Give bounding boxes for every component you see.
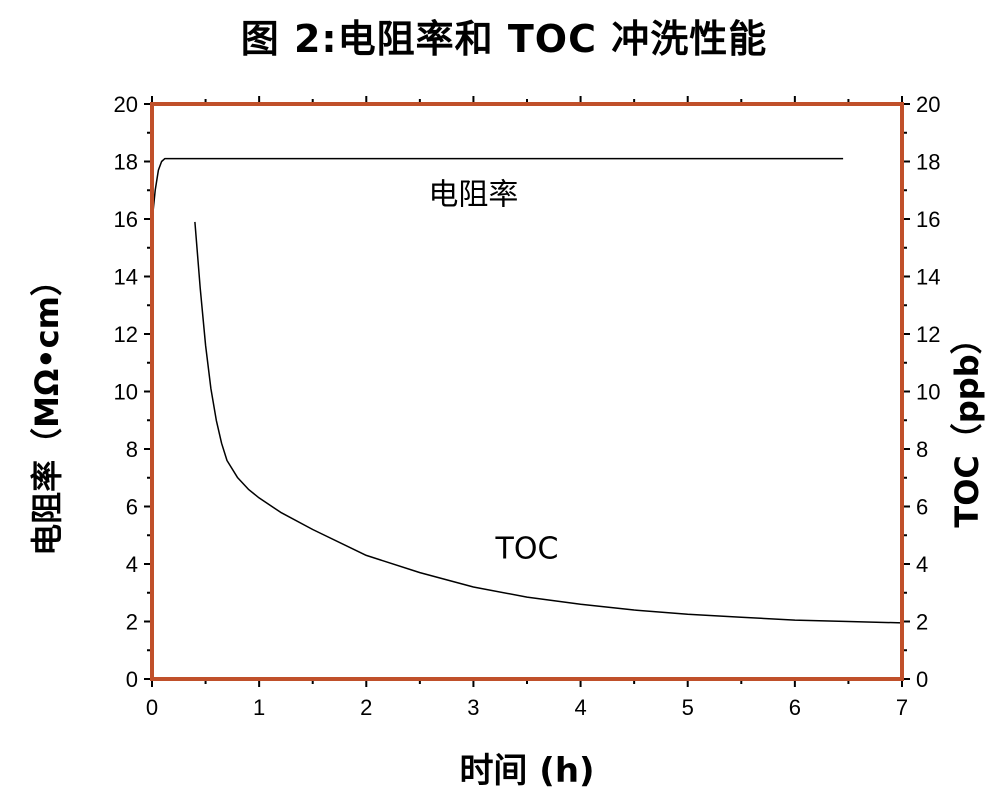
y-right-tick-label: 6 xyxy=(916,495,928,520)
y-left-tick-label: 18 xyxy=(114,150,138,175)
y-right-tick-label: 18 xyxy=(916,150,940,175)
y-left-tick-label: 6 xyxy=(126,495,138,520)
y-left-tick-label: 16 xyxy=(114,207,138,232)
x-tick-label: 0 xyxy=(146,695,158,720)
series-line-0 xyxy=(151,157,844,222)
y-right-tick-label: 12 xyxy=(916,322,940,347)
x-tick-label: 3 xyxy=(467,695,479,720)
y-left-tick-label: 0 xyxy=(126,667,138,692)
x-tick-label: 2 xyxy=(360,695,372,720)
x-tick-label: 1 xyxy=(253,695,265,720)
y-axis-left-title: 电阻率（MΩ•cm） xyxy=(28,264,66,556)
y-right-tick-label: 8 xyxy=(916,437,928,462)
series-layer xyxy=(151,157,903,624)
y-right-tick-label: 14 xyxy=(916,265,940,290)
y-left-tick-label: 14 xyxy=(114,265,138,290)
plot-frame xyxy=(150,102,904,681)
y-left-tick-label: 10 xyxy=(114,380,138,405)
annotation-layer: 电阻率 TOC xyxy=(428,178,558,567)
y-right-tick-label: 0 xyxy=(916,667,928,692)
x-tick-label: 5 xyxy=(682,695,694,720)
x-tick-label: 7 xyxy=(896,695,908,720)
y-right-tick-label: 2 xyxy=(916,610,928,635)
y-right-tick-label: 10 xyxy=(916,380,940,405)
chart-title: 图 2:电阻率和 TOC 冲洗性能 xyxy=(240,17,768,61)
y-axis-right-title: TOC（ppb） xyxy=(948,322,986,527)
x-tick-label: 6 xyxy=(789,695,801,720)
series-line-1 xyxy=(194,221,903,624)
y-left-tick-label: 12 xyxy=(114,322,138,347)
x-axis-title: 时间 (h) xyxy=(459,751,594,791)
ticks-layer xyxy=(144,96,910,687)
y-right-tick-label: 20 xyxy=(916,92,940,117)
y-left-tick-label: 8 xyxy=(126,437,138,462)
x-tick-label: 4 xyxy=(574,695,586,720)
annotation-0: 电阻率 xyxy=(428,178,518,213)
y-right-tick-label: 4 xyxy=(916,552,928,577)
y-left-tick-label: 4 xyxy=(126,552,138,577)
y-right-tick-label: 16 xyxy=(916,207,940,232)
labels-layer: 0 1 2 3 4 5 6 702468101214161820024681012141618… xyxy=(114,92,941,720)
y-left-tick-label: 20 xyxy=(114,92,138,117)
y-left-tick-label: 2 xyxy=(126,610,138,635)
annotation-1: TOC xyxy=(495,531,559,566)
